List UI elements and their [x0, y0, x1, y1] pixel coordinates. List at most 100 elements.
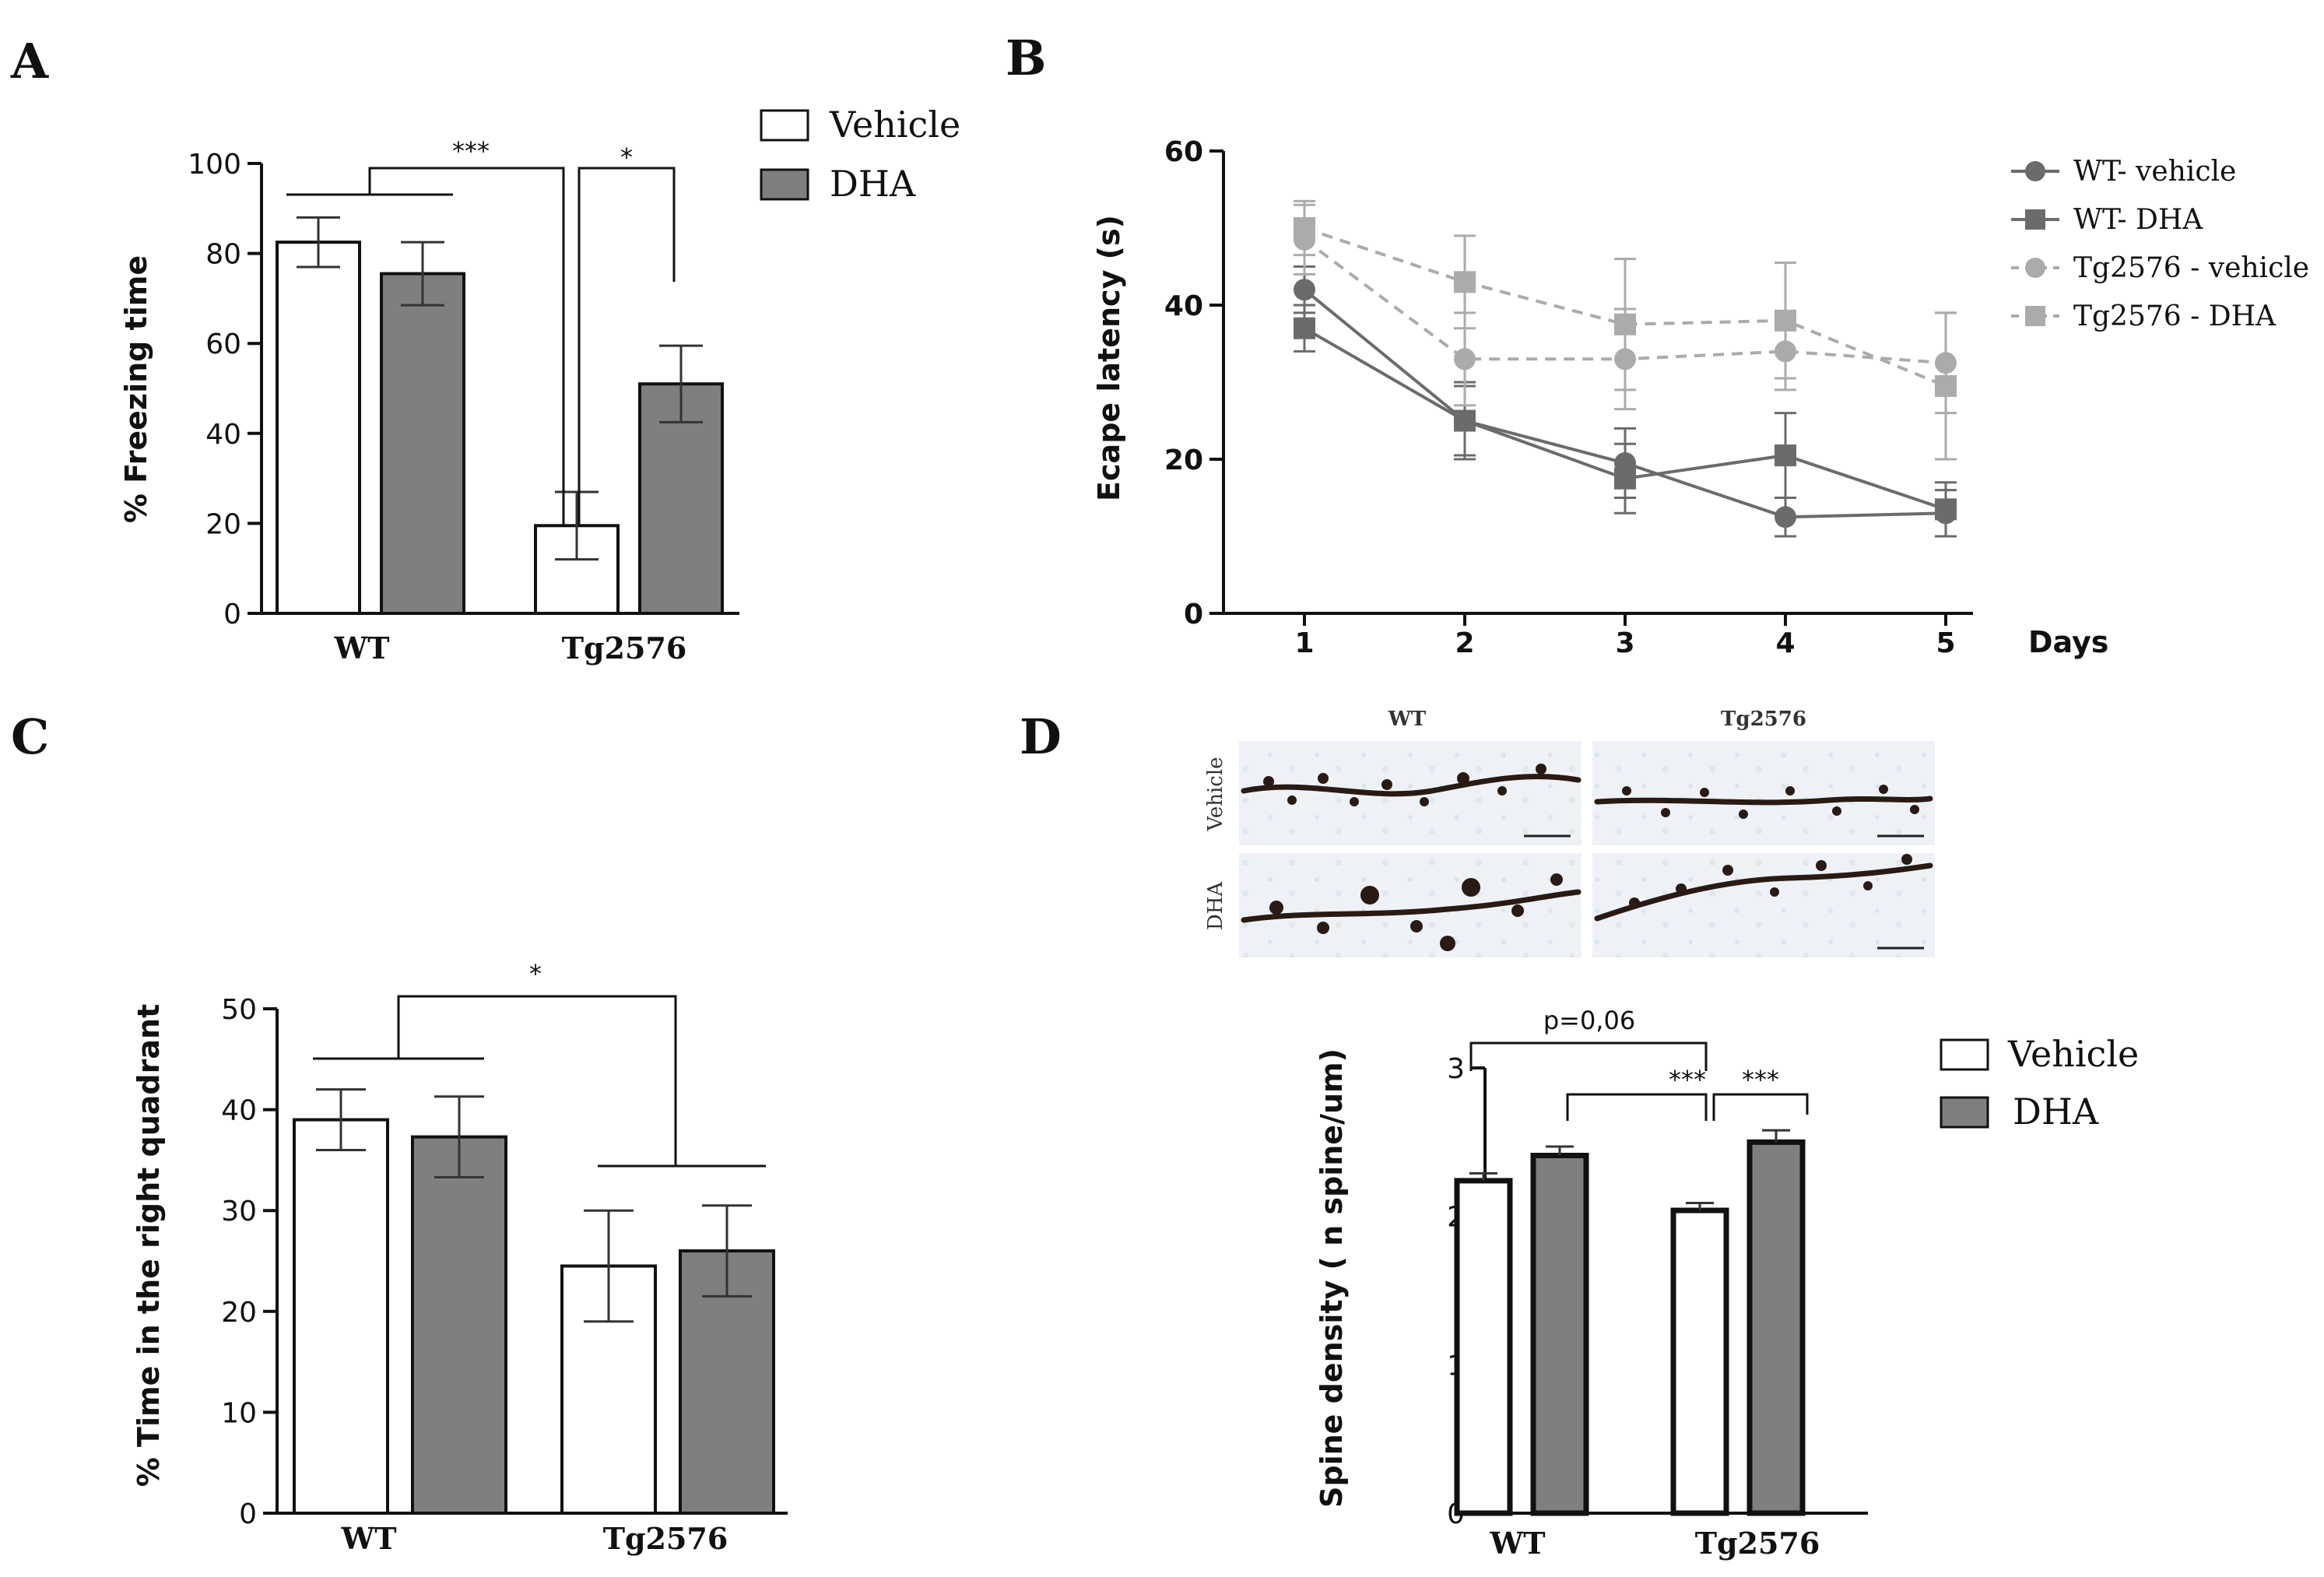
data-point	[1454, 348, 1476, 371]
data-point	[1775, 309, 1796, 332]
y-tick-label: 20	[221, 1297, 257, 1329]
micrograph-wt-dha	[1239, 853, 1582, 957]
y-tick-label: 30	[221, 1196, 257, 1228]
panel-d-legend-vehicle-swatch	[1940, 1038, 1989, 1071]
data-point	[1294, 317, 1315, 339]
panel-d-category-tg2576: Tg2576	[1695, 1526, 1820, 1561]
bar-dha-wt	[1530, 1152, 1589, 1516]
panel-a-ylabel: % Freezing time	[119, 255, 153, 523]
micrograph-spines	[1263, 764, 1919, 951]
legend-label-3: Tg2576 - DHA	[2073, 300, 2277, 332]
y-tick-label: 0	[1184, 599, 1203, 630]
panel-d-legend-dha: DHA	[2013, 1091, 2099, 1133]
panel-label-a: A	[10, 33, 49, 90]
panel-a-legend-dha-swatch	[760, 168, 809, 201]
panel-d-sig-stars-2: ***	[1742, 1065, 1779, 1094]
data-point	[1935, 374, 1957, 397]
data-point	[1935, 498, 1957, 521]
micrograph-column-tg2576: Tg2576	[1721, 708, 1806, 731]
bar-dha-tg2576	[1747, 1139, 1806, 1516]
legend-marker-1	[2025, 209, 2045, 230]
y-tick-label: 40	[1164, 290, 1203, 322]
x-tick-label: 1	[1294, 627, 1314, 659]
panel-d-legend-dha-swatch	[1940, 1096, 1989, 1129]
y-tick-label: 60	[1164, 136, 1203, 168]
micrograph-row-vehicle: Vehicle	[1204, 757, 1227, 831]
bar-dha-wt	[380, 272, 465, 615]
panel-d-chart: WT Tg2576 Vehicle DHA	[1204, 708, 2139, 1561]
data-point	[1775, 444, 1796, 467]
panel-b-xlabel: Days	[2028, 625, 2108, 659]
x-tick-label: 3	[1615, 627, 1634, 659]
data-point	[1294, 217, 1315, 239]
y-tick-label: 80	[205, 239, 241, 271]
panel-c-chart: % Time in the right quadrant 0 10 20 30 40 50…	[132, 959, 788, 1556]
panel-b-ylabel: Ecape latency (s)	[1092, 215, 1126, 501]
legend-marker-2	[2025, 258, 2045, 278]
panel-a-legend-vehicle-swatch	[760, 109, 809, 142]
series-line-3	[1304, 227, 1947, 388]
legend-label-0: WT- vehicle	[2073, 156, 2236, 188]
y-tick-label: 3	[1447, 1053, 1465, 1085]
y-tick-label: 20	[1164, 444, 1203, 476]
panel-d-sig-p: p=0,06	[1543, 1006, 1635, 1035]
panel-d-significance-brackets	[1469, 1041, 1809, 1121]
panel-a-legend-dha: DHA	[830, 163, 916, 205]
panel-d-ylabel: Spine density ( n spine/um)	[1315, 1048, 1349, 1508]
y-tick-label: 40	[221, 1095, 257, 1127]
panel-label-c: C	[11, 708, 49, 765]
panel-a-sig-stars-1: ***	[452, 136, 490, 166]
panel-a-sig-stars-2: *	[620, 142, 633, 172]
panel-a-legend-vehicle: Vehicle	[829, 104, 960, 146]
bar-dha-wt	[411, 1135, 507, 1516]
panel-c-significance-brackets	[313, 995, 766, 1168]
panel-a-significance-brackets	[286, 167, 676, 526]
panel-label-d: D	[1020, 708, 1062, 765]
legend-label-1: WT- DHA	[2073, 204, 2203, 236]
micrograph-row-dha: DHA	[1204, 881, 1227, 931]
micrograph-column-wt: WT	[1388, 708, 1427, 731]
x-tick-label: 5	[1936, 627, 1955, 659]
panel-a-category-wt: WT	[334, 630, 390, 666]
micrograph-scale-bars	[1524, 834, 1924, 950]
y-tick-label: 50	[221, 994, 257, 1026]
panel-d-sig-stars-1: ***	[1669, 1065, 1706, 1094]
x-tick-label: 4	[1775, 627, 1795, 659]
data-point	[1775, 506, 1796, 529]
panel-d-category-wt: WT	[1490, 1526, 1546, 1561]
y-tick-label: 0	[239, 1498, 257, 1530]
x-tick-label: 2	[1455, 627, 1474, 659]
y-tick-label: 60	[205, 328, 241, 360]
panel-a-category-tg2576: Tg2576	[562, 630, 687, 666]
y-tick-label: 100	[188, 149, 241, 181]
bar-dha-tg2576	[638, 382, 724, 615]
y-tick-label: 40	[205, 419, 241, 451]
data-point	[1454, 271, 1476, 293]
bar-vehicle-tg2576	[1670, 1207, 1729, 1516]
panel-d-legend-vehicle: Vehicle	[2007, 1033, 2139, 1075]
y-tick-label: 10	[221, 1397, 257, 1429]
y-tick-label: 0	[223, 599, 241, 630]
data-point	[1294, 279, 1315, 301]
y-tick-label: 20	[205, 508, 241, 540]
panel-c-category-tg2576: Tg2576	[603, 1521, 728, 1556]
panel-c-sig-star: *	[529, 959, 542, 989]
legend-label-2: Tg2576 - vehicle	[2073, 252, 2309, 284]
panel-b-chart: Ecape latency (s) Days 0 20 40 60 1 2 3 4 5 WT-…	[1092, 136, 2309, 659]
panel-d-micrograph: WT Tg2576 Vehicle DHA	[1204, 708, 1935, 957]
micrograph-dendrites	[1241, 774, 1933, 923]
bar-vehicle-wt	[1454, 1178, 1513, 1516]
data-point	[1614, 313, 1636, 335]
panel-a-chart: % Freezing time 0 20 40 60 80 100 WT Tg2576 *…	[119, 104, 960, 666]
bar-vehicle-tg2576	[534, 524, 620, 615]
panel-c-ylabel: % Time in the right quadrant	[132, 1004, 166, 1487]
panel-label-b: B	[1006, 30, 1046, 86]
micrograph-tg-vehicle	[1592, 741, 1935, 845]
bar-vehicle-wt	[276, 241, 361, 615]
data-point	[1454, 409, 1476, 432]
legend-marker-3	[2025, 306, 2045, 326]
panel-c-category-wt: WT	[341, 1521, 397, 1556]
bar-vehicle-wt	[293, 1118, 389, 1516]
legend-marker-0	[2025, 161, 2045, 181]
